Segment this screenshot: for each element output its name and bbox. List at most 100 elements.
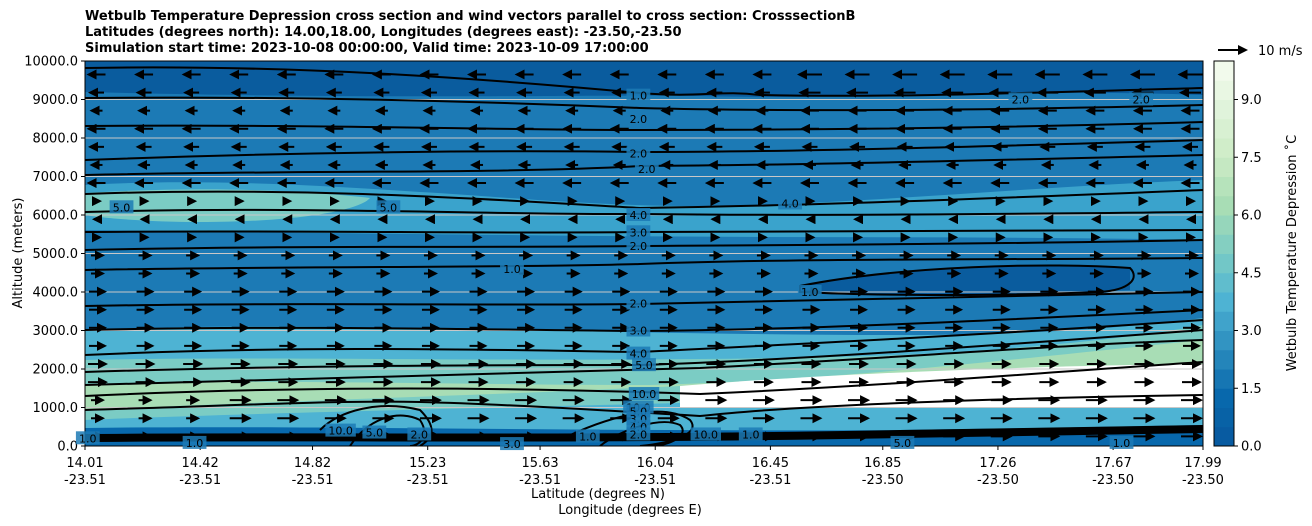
colorbar-segment — [1214, 292, 1234, 312]
y-tick-label: 10000.0 — [24, 55, 78, 70]
contour-label: 1.0 — [630, 90, 648, 103]
x-axis-label-latitude: Latitude (degrees N) — [531, 487, 665, 502]
y-tick-label: 1000.0 — [33, 401, 79, 416]
colorbar-tick-label: 6.0 — [1241, 209, 1262, 224]
contour-label-bg — [325, 423, 356, 437]
x-tick-label-lon: -23.51 — [64, 473, 106, 488]
contour-label: 1.0 — [503, 263, 521, 276]
colorbar-segment — [1214, 349, 1234, 370]
colorbar-segment — [1214, 195, 1234, 216]
contour-label-bg — [407, 427, 432, 441]
contour-label: 5.0 — [894, 437, 912, 450]
contour-label-bg — [1129, 92, 1154, 106]
contour-label: 1.0 — [742, 428, 760, 441]
x-tick-label-lon: -23.50 — [1182, 473, 1224, 488]
contour-labels: 1.02.02.02.02.0 2.05.0 5.0 4.04.03.02.01.01… — [75, 88, 1154, 451]
x-tick-label-lon: -23.51 — [634, 473, 676, 488]
contour-label-bg — [575, 429, 600, 443]
x-axis: 14.01 -23.51 14.42 -23.51 14.82 -23.51 15.23 -2… — [64, 446, 1224, 488]
contour-label-bg — [626, 208, 651, 221]
x-tick-label-lat: 16.85 — [864, 456, 901, 471]
title-line-2: Latitudes (degrees north): 14.00,18.00, … — [85, 25, 682, 40]
contour-label: 2.0 — [630, 147, 648, 160]
contour-label: 2.0 — [630, 113, 648, 126]
colorbar-segment — [1214, 369, 1234, 389]
colorbar-tick-label: 7.5 — [1241, 151, 1262, 166]
colorbar-segment — [1214, 176, 1234, 197]
x-tick-label-lon: -23.51 — [179, 473, 221, 488]
contour-label-bg — [626, 146, 651, 160]
wind-vectors — [86, 69, 1203, 442]
colorbar-segment — [1214, 234, 1234, 254]
chart-title: Wetbulb Temperature Depression cross sec… — [85, 9, 855, 57]
quiver-key: 10 m/s — [1218, 44, 1303, 59]
band-6km-green — [85, 189, 370, 222]
colorbar-tick-label: 9.0 — [1241, 93, 1262, 108]
colorbar-segment — [1214, 215, 1234, 235]
colorbar-segment — [1214, 311, 1234, 331]
y-tick-label: 7000.0 — [33, 170, 79, 185]
colorbar-segment — [1214, 157, 1234, 177]
x-tick-label-lat: 16.45 — [752, 456, 789, 471]
x-tick-label-lon: -23.51 — [519, 473, 561, 488]
contour-label-bg — [109, 200, 134, 214]
contour-label-bg — [626, 225, 651, 239]
contour-label-bg — [778, 196, 802, 210]
contour-label: 2.0 — [1132, 94, 1150, 107]
colorbar-segment — [1214, 99, 1234, 120]
contour-label: 4.0 — [630, 209, 648, 222]
x-tick-label-lon: -23.50 — [977, 473, 1019, 488]
contour-label-bg — [690, 427, 721, 441]
band-top-dark — [85, 61, 1203, 97]
x-tick-label-lat: 14.42 — [182, 456, 219, 471]
contour-label: 5.0 — [635, 359, 653, 372]
x-tick-label-lat: 14.82 — [294, 456, 331, 471]
x-tick-label-lat: 15.63 — [521, 456, 558, 471]
contour-label: 2.0 — [411, 428, 429, 441]
contour-label-bg — [182, 435, 207, 449]
y-axis-label: Altitude (meters) — [11, 198, 26, 309]
y-tick-label: 3000.0 — [33, 324, 79, 339]
y-tick-label: 8000.0 — [33, 132, 79, 147]
colorbar-segment — [1214, 61, 1234, 81]
contour-label-bg — [626, 296, 651, 310]
contour-label-bg — [626, 88, 651, 102]
x-tick-label-lat: 17.26 — [979, 456, 1016, 471]
contour-label: 1.0 — [801, 286, 819, 299]
contour-label: 10.0 — [632, 388, 657, 401]
colorbar-segment — [1214, 426, 1234, 447]
colorbar-segment — [1214, 80, 1234, 100]
contour-label: 2.0 — [630, 240, 648, 253]
colorbar-label: Wetbulb Temperature Depression ˚C — [1284, 135, 1300, 372]
contour-label: 3.0 — [630, 325, 648, 338]
x-tick-label-lat: 14.01 — [66, 456, 103, 471]
contour-label: 5.0 — [113, 201, 131, 214]
contour-label-bg — [362, 425, 387, 439]
x-tick-label-lon: -23.50 — [862, 473, 904, 488]
contour-label-bg — [632, 358, 656, 372]
x-axis-label-longitude: Longitude (degrees E) — [558, 503, 702, 518]
y-tick-label: 0.0 — [57, 440, 78, 455]
x-tick-label-lat: 17.67 — [1095, 456, 1132, 471]
contour-label-bg — [797, 285, 822, 298]
x-tick-label-lon: -23.51 — [407, 473, 449, 488]
colorbar-tick-label: 1.5 — [1241, 382, 1262, 397]
colorbar-segment — [1214, 118, 1234, 139]
contour-label: 10.0 — [694, 428, 719, 441]
contour-label-bg — [75, 431, 100, 445]
contour-label: 2.0 — [630, 298, 648, 311]
contour-label-bg — [634, 161, 659, 175]
y-tick-label: 9000.0 — [33, 93, 79, 108]
contour-label-bg — [500, 437, 524, 451]
x-tick-label-lon: -23.51 — [749, 473, 791, 488]
contour-label: 2.0 — [638, 163, 656, 176]
quiver-key-label: 10 m/s — [1258, 44, 1303, 59]
colorbar-segment — [1214, 253, 1234, 274]
x-tick-label-lon: -23.51 — [292, 473, 334, 488]
contour-label: 2.0 — [630, 428, 648, 441]
contour-label-bg — [1109, 435, 1134, 449]
contour-label: 1.0 — [579, 430, 597, 443]
contour-label-bg — [626, 323, 651, 337]
colorbar-segment — [1214, 272, 1234, 293]
